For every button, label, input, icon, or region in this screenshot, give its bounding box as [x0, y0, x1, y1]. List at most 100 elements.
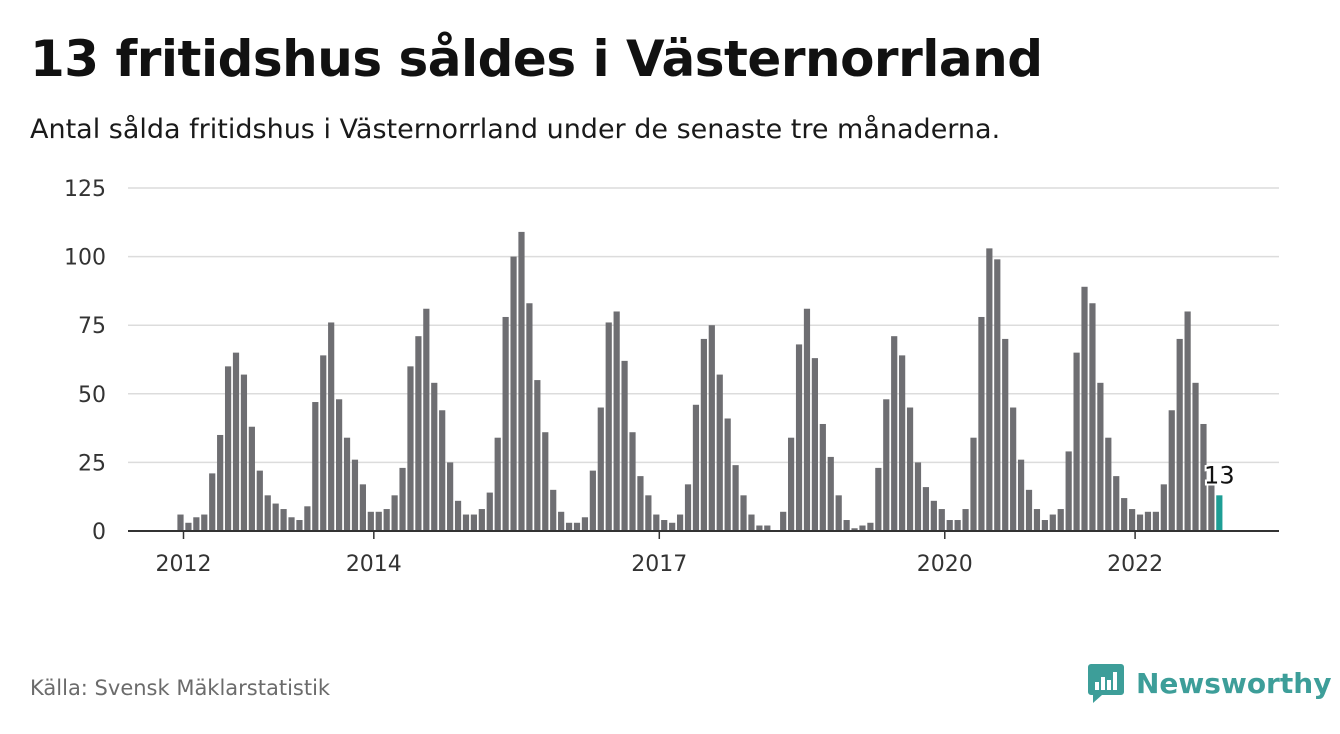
bar: [185, 522, 192, 531]
bar: [724, 418, 731, 531]
bar: [732, 465, 739, 531]
bar: [209, 473, 216, 531]
bar: [288, 517, 295, 531]
bar: [526, 303, 533, 531]
bar: [320, 355, 327, 531]
bar: [645, 495, 652, 531]
bar: [439, 410, 446, 531]
bar: [581, 517, 589, 531]
bar: [1168, 410, 1175, 531]
bar: [351, 459, 359, 531]
bar: [1025, 489, 1033, 531]
annotations: 13: [1202, 459, 1237, 491]
bar: [1073, 352, 1080, 531]
bar: [328, 322, 335, 531]
bar: [962, 509, 969, 531]
bar: [383, 509, 390, 531]
bar: [795, 344, 803, 531]
bar: [708, 325, 715, 531]
bar: [217, 434, 224, 531]
bar: [684, 484, 692, 531]
bar: [835, 495, 842, 531]
bar: [1113, 476, 1120, 531]
x-axis-ticks: 2012 2014 2017 2020 2022: [128, 530, 1279, 577]
bar: [423, 308, 430, 531]
bar: [359, 484, 366, 531]
bar: [1184, 311, 1191, 531]
bar: [1097, 382, 1104, 531]
bar: [1057, 509, 1064, 531]
bar: [788, 437, 795, 531]
y-tick-label: 125: [64, 177, 106, 202]
bar-highlight: [1216, 495, 1223, 531]
bar: [748, 514, 755, 531]
bar: [1017, 459, 1025, 531]
bar: [891, 336, 898, 531]
bar: [930, 500, 937, 531]
bar: [875, 467, 882, 531]
bar: [1121, 498, 1128, 531]
bar: [780, 511, 787, 531]
bar: [970, 437, 977, 531]
bar-chart: 0 25 50 75 100 125 2012 2014 2017 2020 2022 13: [64, 177, 1279, 577]
bar: [296, 520, 303, 531]
brand-name: Newsworthy: [1136, 666, 1332, 700]
bar: [661, 520, 668, 531]
bar: [1192, 382, 1199, 531]
bar: [819, 423, 826, 531]
bar: [256, 470, 263, 531]
bar: [224, 366, 232, 531]
bar: [994, 259, 1001, 531]
bar: [201, 514, 208, 531]
bar: [1160, 484, 1167, 531]
bar: [1041, 520, 1048, 531]
bar: [843, 520, 850, 531]
bar: [542, 432, 549, 531]
bar: [486, 492, 493, 531]
bar: [938, 509, 945, 531]
bar: [811, 358, 818, 531]
bar: [1033, 509, 1041, 531]
y-axis-ticks: 0 25 50 75 100 125: [64, 177, 106, 545]
bar: [653, 514, 660, 531]
bar: [240, 374, 248, 531]
bar: [304, 506, 311, 531]
bar: [248, 426, 255, 531]
x-tick-label: 2012: [156, 552, 212, 577]
brand[interactable]: Newsworthy: [1088, 660, 1331, 706]
bar: [700, 338, 707, 531]
bar: [312, 402, 319, 531]
x-tick-label: 2017: [631, 552, 687, 577]
y-tick-label: 50: [78, 383, 106, 408]
bar: [883, 399, 890, 531]
bar: [177, 514, 184, 531]
bar: [264, 495, 271, 531]
bar: [478, 509, 485, 531]
newsworthy-logo-icon: [1088, 664, 1124, 703]
bar: [946, 520, 953, 531]
bar: [1200, 423, 1207, 531]
bar: [510, 256, 517, 531]
bar: [589, 470, 596, 531]
bar: [954, 520, 961, 531]
bar: [867, 522, 874, 531]
x-tick-label: 2020: [917, 552, 973, 577]
bar: [605, 322, 612, 531]
chart-title: 13 fritidshus såldes i Västernorrland: [30, 30, 1043, 88]
bar: [550, 489, 557, 531]
bar: [1105, 437, 1112, 531]
bar: [1136, 514, 1144, 531]
bar: [756, 525, 763, 531]
bar: [462, 514, 470, 531]
bar: [534, 380, 541, 531]
highlight-data-label: 13: [1204, 461, 1235, 489]
bar: [914, 462, 922, 531]
bar: [391, 495, 398, 531]
x-tick-label: 2022: [1107, 552, 1163, 577]
bar: [1144, 511, 1152, 531]
y-tick-label: 0: [92, 520, 106, 545]
bars: [177, 231, 1223, 531]
bar: [232, 352, 240, 531]
y-tick-label: 100: [64, 246, 106, 271]
bar: [1208, 484, 1215, 531]
